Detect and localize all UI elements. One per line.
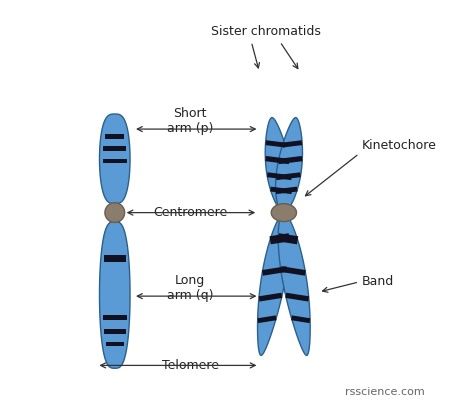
- Text: rsscience.com: rsscience.com: [345, 387, 424, 397]
- Polygon shape: [100, 222, 130, 368]
- Bar: [103, 159, 127, 163]
- Polygon shape: [278, 233, 298, 244]
- Polygon shape: [275, 118, 302, 213]
- Polygon shape: [100, 114, 130, 204]
- Text: Centromere: Centromere: [153, 206, 227, 219]
- Polygon shape: [276, 187, 298, 194]
- Polygon shape: [257, 213, 290, 356]
- Polygon shape: [270, 187, 292, 194]
- Bar: [105, 133, 124, 139]
- Bar: [104, 329, 126, 334]
- Text: Kinetochore: Kinetochore: [361, 139, 436, 152]
- Bar: [103, 146, 126, 151]
- Polygon shape: [265, 140, 285, 147]
- Polygon shape: [257, 316, 276, 323]
- Polygon shape: [281, 266, 306, 276]
- Polygon shape: [283, 140, 302, 147]
- Polygon shape: [262, 266, 287, 276]
- Polygon shape: [278, 213, 310, 356]
- Text: Long
arm (q): Long arm (q): [167, 274, 213, 302]
- Ellipse shape: [271, 204, 296, 222]
- Polygon shape: [270, 233, 290, 244]
- Text: Telomere: Telomere: [162, 359, 219, 372]
- Text: Sister chromatids: Sister chromatids: [210, 25, 320, 38]
- Ellipse shape: [105, 203, 125, 223]
- Polygon shape: [276, 172, 301, 180]
- Polygon shape: [259, 293, 283, 301]
- Bar: [106, 342, 124, 346]
- Text: Band: Band: [361, 275, 393, 288]
- Bar: [103, 315, 127, 320]
- Polygon shape: [278, 156, 302, 164]
- Polygon shape: [285, 293, 309, 301]
- Polygon shape: [291, 316, 310, 323]
- Text: Short
arm (p): Short arm (p): [167, 107, 213, 135]
- Polygon shape: [265, 156, 290, 164]
- Polygon shape: [265, 118, 292, 213]
- Polygon shape: [267, 172, 292, 180]
- Bar: [104, 254, 126, 262]
